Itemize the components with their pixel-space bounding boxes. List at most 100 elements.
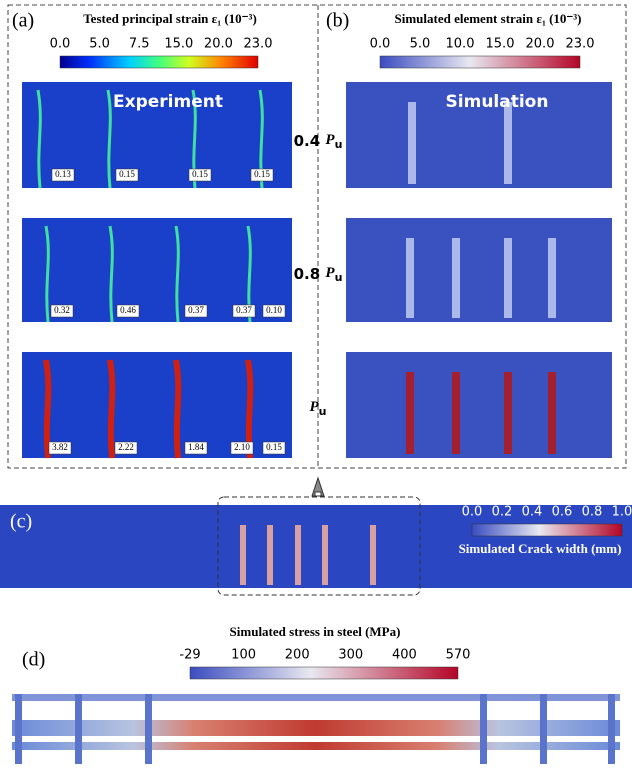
panel-label: (a) — [12, 10, 34, 32]
crack — [108, 225, 114, 323]
crack-strip — [0, 505, 632, 588]
sim-crack — [504, 372, 512, 454]
stirrup — [608, 694, 615, 764]
crack-width-box — [51, 168, 75, 182]
colorbar-tick-label: 200 — [285, 648, 310, 663]
crack — [106, 89, 112, 189]
colorbar — [379, 55, 581, 69]
load-level: Pu — [309, 399, 326, 418]
crack — [43, 359, 52, 459]
crack-width-box — [262, 441, 286, 455]
crack-width-label: 3.82 — [52, 442, 68, 452]
crack-width-box — [115, 168, 139, 182]
crack-width-box — [48, 441, 72, 455]
crack-width-label: 0.32 — [54, 305, 70, 315]
images — [0, 82, 632, 764]
simulation-image — [346, 352, 612, 458]
sim-crack — [406, 372, 414, 454]
crack-width-label: 0.37 — [236, 305, 252, 315]
load-level-part: u — [335, 138, 343, 151]
load-level-part: P — [325, 265, 335, 281]
colorbar-tick-label: 570 — [446, 648, 471, 663]
load-level-part: P — [325, 132, 335, 148]
crack — [174, 225, 180, 323]
crack-width-box — [230, 441, 254, 455]
crack-width-box — [116, 304, 140, 318]
load-level-part: 0.8 — [294, 265, 321, 283]
sim-crack — [504, 102, 512, 184]
sim-crack — [267, 525, 273, 585]
heading: Simulation — [446, 92, 549, 112]
crack-width-box — [188, 168, 212, 182]
load-level-part: u — [335, 271, 343, 284]
sim-crack — [548, 238, 556, 318]
colorbar-tick-label: 7.5 — [129, 37, 150, 52]
stirrup — [75, 694, 82, 764]
crack-width-label: 2.22 — [118, 442, 134, 452]
crack-width-label: 0.15 — [266, 442, 282, 452]
colorbar-tick-label: 300 — [338, 648, 363, 663]
colorbar-tick-label: 0.0 — [50, 37, 71, 52]
steel-cage — [12, 720, 620, 736]
heading: Experiment — [113, 92, 223, 112]
stirrup — [15, 694, 22, 764]
load-level-part: P — [309, 399, 319, 415]
steel-cage — [12, 694, 620, 701]
colorbar-title: Simulated stress in steel (MPa) — [230, 624, 401, 639]
crack-width-box — [114, 441, 138, 455]
crack-width-box — [184, 441, 208, 455]
crack-width-label: 1.84 — [188, 442, 204, 452]
crack-width-label: 0.15 — [192, 169, 208, 179]
crack-width-label: 0.10 — [266, 305, 282, 315]
crack-width-label: 0.13 — [55, 169, 71, 179]
colorbar-tick-label: 0.0 — [370, 37, 391, 52]
crack-width-label: 0.15 — [254, 169, 270, 179]
colorbar-tick-label: 0.2 — [492, 505, 513, 520]
sim-crack — [408, 102, 416, 184]
colorbar — [59, 55, 259, 69]
colorbar-title: Tested principal strain ε₁ (10⁻³) — [83, 11, 257, 26]
panel-label: (d) — [22, 649, 45, 671]
colorbar — [471, 523, 623, 537]
colorbar-tick-label: 100 — [231, 648, 256, 663]
colorbar-title: Simulated Crack width (mm) — [459, 541, 622, 556]
crack-width-box — [232, 304, 256, 318]
colorbar-title: Simulated element strain ε₁ (10⁻³) — [394, 11, 581, 26]
crack-width-box — [50, 304, 74, 318]
load-level-part: 0.4 — [294, 132, 321, 150]
colorbar-tick-label: 23.0 — [244, 37, 273, 52]
crack-width-label: 0.15 — [119, 169, 135, 179]
colorbar-tick-label: 5.0 — [410, 37, 431, 52]
simulation-image — [346, 82, 612, 188]
colorbar-tick-label: 20.0 — [526, 37, 555, 52]
crack-width-label: 0.46 — [120, 305, 136, 315]
sim-crack — [322, 525, 328, 585]
sim-crack — [548, 372, 556, 454]
stirrup — [480, 694, 487, 764]
colorbar-tick-label: 20.0 — [204, 37, 233, 52]
simulation-image — [346, 218, 612, 322]
sim-crack — [504, 238, 512, 318]
experiment-image — [22, 218, 292, 322]
crack-width-box — [250, 168, 274, 182]
sim-crack — [452, 238, 460, 318]
colorbar-tick-label: 15.0 — [486, 37, 515, 52]
colorbar-tick-label: 23.0 — [566, 37, 595, 52]
load-level-part: u — [319, 405, 327, 418]
colorbar-tick-label: 0.0 — [462, 505, 483, 520]
sim-crack — [406, 238, 414, 318]
sim-crack — [240, 525, 246, 585]
colorbar-tick-label: 0.4 — [522, 505, 543, 520]
load-level: 0.4 Pu — [294, 132, 343, 152]
colorbar-tick-label: 0.8 — [582, 505, 603, 520]
sim-crack — [370, 525, 376, 585]
crack — [173, 359, 182, 459]
crack-width-label: 2.10 — [234, 442, 250, 452]
panel-label: (b) — [326, 10, 349, 32]
colorbar-tick-label: 5.0 — [89, 37, 110, 52]
panel-label: (c) — [10, 511, 32, 533]
stirrup — [540, 694, 547, 764]
colorbar-tick-label: 1.0 — [612, 505, 632, 520]
crack — [44, 225, 50, 323]
colorbar — [189, 666, 459, 680]
